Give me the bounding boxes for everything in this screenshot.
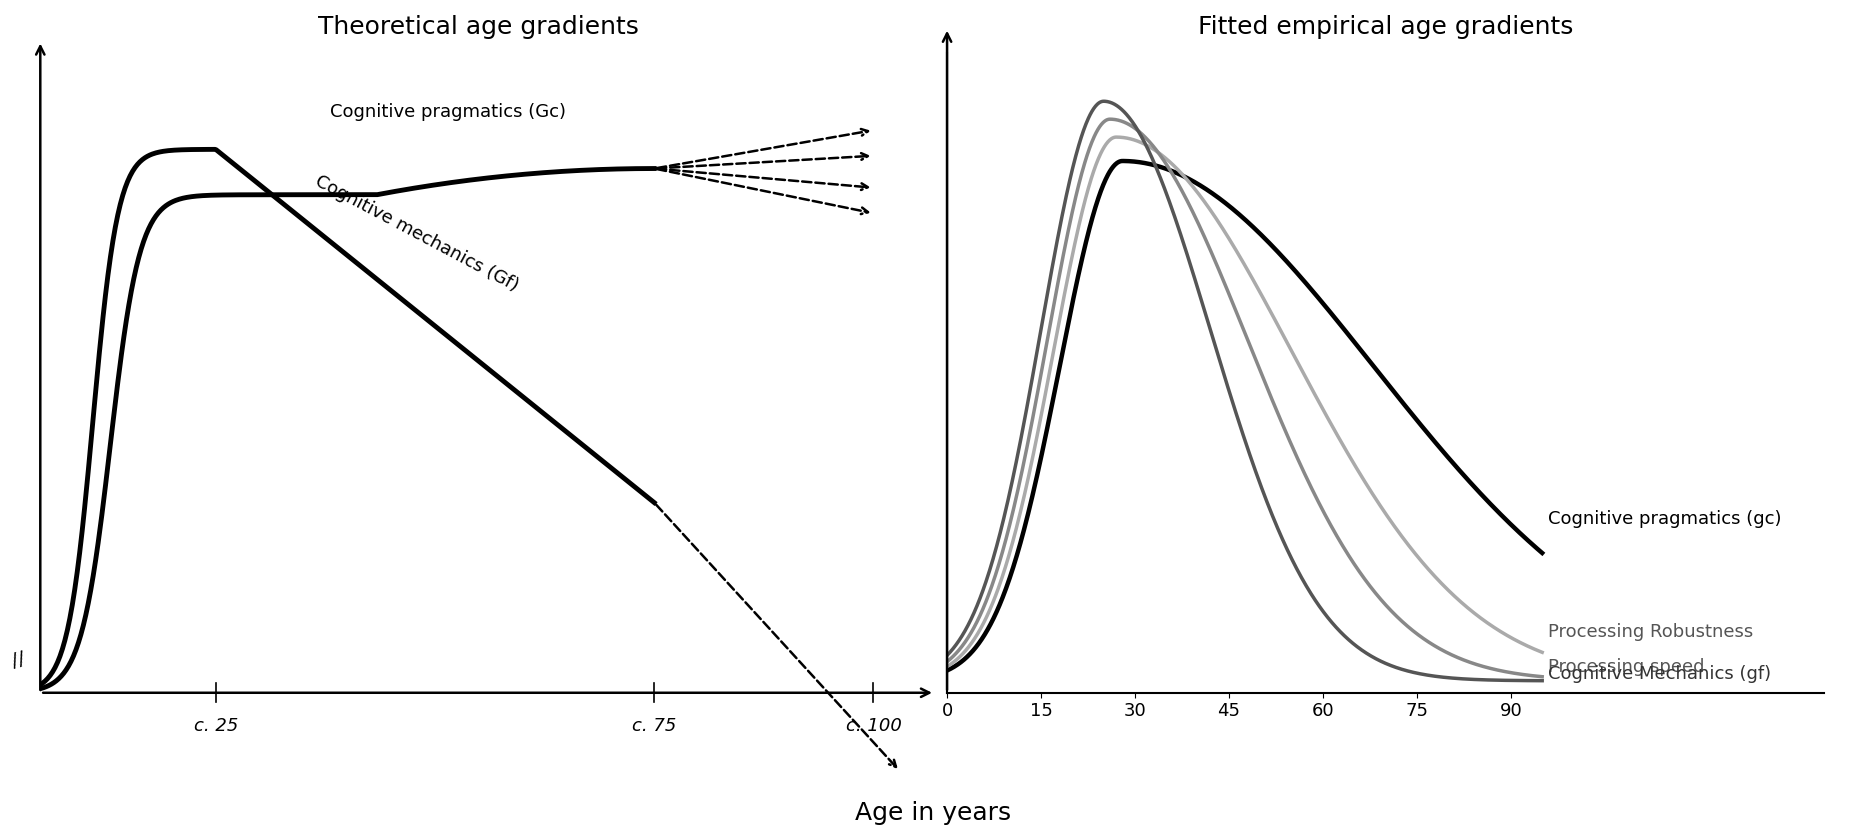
Text: Cognitive pragmatics (Gc): Cognitive pragmatics (Gc) [330,103,565,122]
Text: Processing Robustness: Processing Robustness [1549,623,1754,641]
Text: c. 25: c. 25 [194,717,237,736]
Text: Age in years: Age in years [855,801,1011,825]
Text: Cognitive Mechanics (gf): Cognitive Mechanics (gf) [1549,666,1771,683]
Text: Cognitive pragmatics (gc): Cognitive pragmatics (gc) [1549,510,1782,528]
Text: c. 100: c. 100 [845,717,901,736]
Text: c. 75: c. 75 [633,717,675,736]
Text: Processing speed: Processing speed [1549,658,1706,676]
Title: Theoretical age gradients: Theoretical age gradients [319,15,640,39]
Title: Fitted empirical age gradients: Fitted empirical age gradients [1198,15,1573,39]
Text: Cognitive mechanics (Gf): Cognitive mechanics (Gf) [312,172,522,295]
Text: //: // [9,650,28,671]
